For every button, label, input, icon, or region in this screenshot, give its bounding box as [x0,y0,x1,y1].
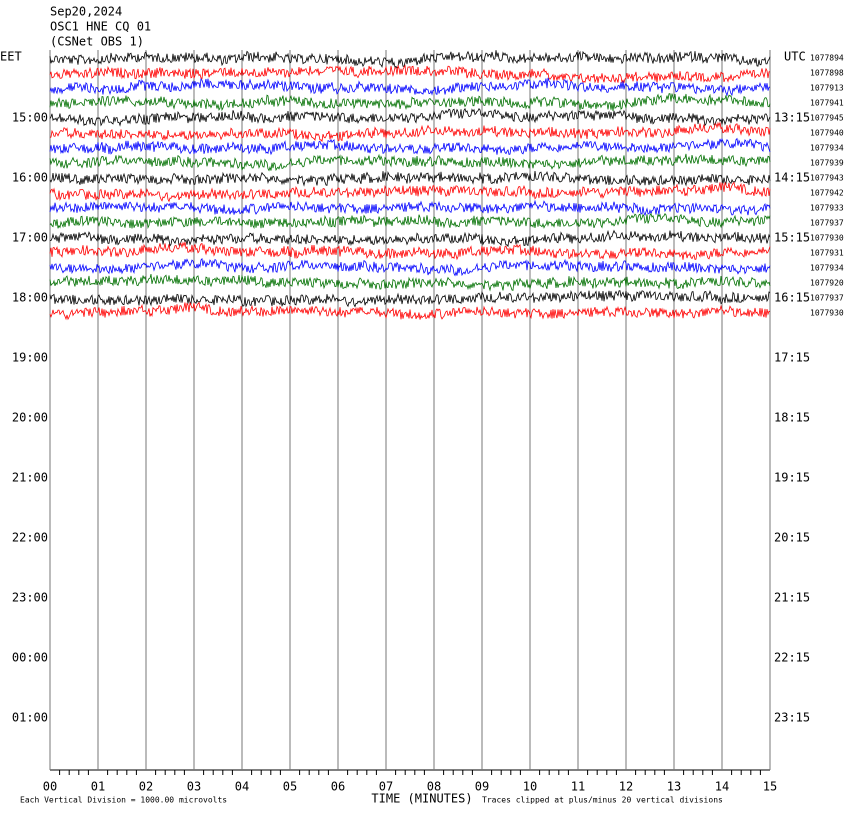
left-hour-label: 17:00 [12,231,48,245]
trace [49,107,771,127]
trace [49,212,771,230]
left-hour-label: 22:00 [12,531,48,545]
trace-count: 1077894 [810,54,844,63]
x-tick-label: 09 [475,780,489,794]
x-tick-label: 03 [187,780,201,794]
trace-count: 1077939 [810,159,844,168]
trace-count: 1077937 [810,294,844,303]
trace-count: 1077898 [810,69,844,78]
x-tick-label: 00 [43,780,57,794]
trace-count: 1077937 [810,219,844,228]
x-tick-label: 08 [427,780,441,794]
x-tick-label: 14 [715,780,729,794]
date: Sep20,2024 [50,5,122,19]
right-hour-label: 17:15 [774,351,810,365]
right-hour-label: 16:15 [774,291,810,305]
scale-note: Each Vertical Division = 1000.00 microvo… [20,796,227,805]
x-tick-label: 04 [235,780,249,794]
trace [49,199,771,217]
trace [49,121,771,143]
station: OSC1 HNE CQ 01 [50,20,151,34]
trace-count: 1077913 [810,84,844,93]
left-hour-label: 18:00 [12,291,48,305]
trace-count: 1077934 [810,144,844,153]
trace-count: 1077930 [810,309,844,318]
left-hour-label: 21:00 [12,471,48,485]
trace [49,137,771,156]
x-tick-label: 10 [523,780,537,794]
right-zone: UTC [784,50,806,64]
left-hour-label: 01:00 [12,711,48,725]
trace-count: 1077920 [810,279,844,288]
trace-count: 1077941 [810,99,844,108]
left-hour-label: 15:00 [12,111,48,125]
trace-count: 1077934 [810,264,844,273]
x-tick-label: 07 [379,780,393,794]
trace-count: 1077930 [810,234,844,243]
right-hour-label: 22:15 [774,651,810,665]
right-hour-label: 20:15 [774,531,810,545]
trace-count: 1077943 [810,174,844,183]
left-hour-label: 20:00 [12,411,48,425]
x-tick-label: 12 [619,780,633,794]
trace [49,257,771,277]
trace [49,301,771,321]
right-hour-label: 21:15 [774,591,810,605]
left-hour-label: 19:00 [12,351,48,365]
right-hour-label: 13:15 [774,111,810,125]
x-tick-label: 01 [91,780,105,794]
x-tick-label: 02 [139,780,153,794]
x-tick-label: 06 [331,780,345,794]
trace [49,153,771,172]
clip-note: Traces clipped at plus/minus 20 vertical… [482,796,723,805]
trace [49,170,771,187]
trace [49,290,771,308]
trace [49,50,771,69]
trace [49,77,770,97]
trace-count: 1077940 [810,129,844,138]
trace [49,64,771,84]
left-hour-label: 16:00 [12,171,48,185]
trace [49,229,771,248]
trace [49,274,771,292]
right-hour-label: 15:15 [774,231,810,245]
x-tick-label: 11 [571,780,585,794]
trace-count: 1077933 [810,204,844,213]
trace [49,241,771,261]
trace [49,93,771,112]
left-zone: EET [0,50,22,64]
right-hour-label: 23:15 [774,711,810,725]
x-tick-label: 13 [667,780,681,794]
x-tick-label: 15 [763,780,777,794]
trace-count: 1077945 [810,114,844,123]
trace [49,181,771,203]
left-hour-label: 00:00 [12,651,48,665]
trace-count: 1077931 [810,249,844,258]
right-hour-label: 14:15 [774,171,810,185]
left-hour-label: 23:00 [12,591,48,605]
right-hour-label: 18:15 [774,411,810,425]
trace-count: 1077942 [810,189,844,198]
x-axis-label: TIME (MINUTES) [371,792,472,806]
x-tick-label: 05 [283,780,297,794]
network: (CSNet OBS 1) [50,35,144,49]
right-hour-label: 19:15 [774,471,810,485]
